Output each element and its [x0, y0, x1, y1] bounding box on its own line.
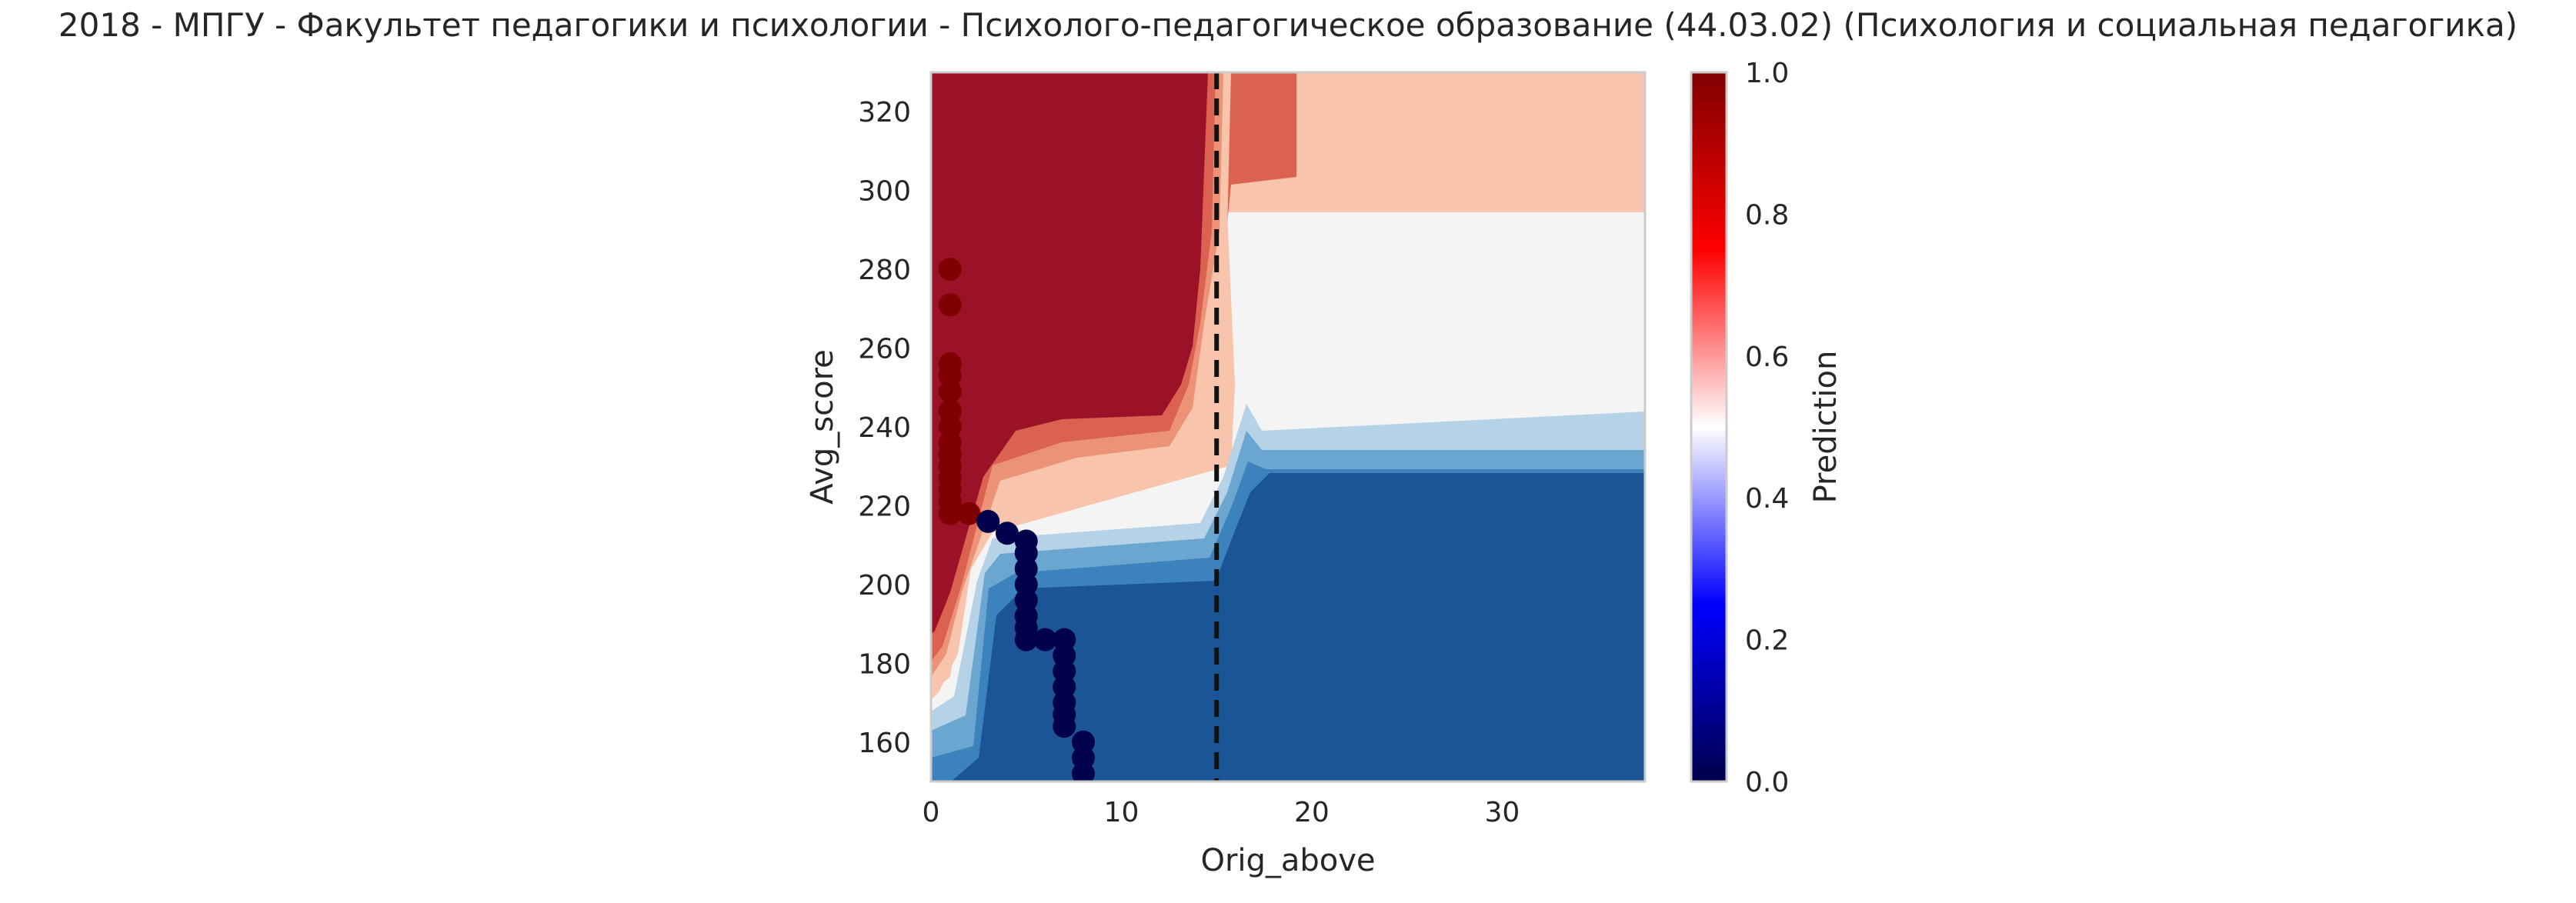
- chart-title: 2018 - МПГУ - Факультет педагогики и пси…: [58, 6, 2518, 44]
- scatter-point: [938, 379, 962, 403]
- y-tick-label: 320: [858, 97, 911, 128]
- colorbar-ticks: 0.0 0.2 0.4 0.6 0.8 1.0: [1745, 58, 1789, 798]
- scatter-point: [1071, 761, 1095, 781]
- colorbar-tick-label: 0.6: [1745, 342, 1789, 373]
- scatter-point: [938, 501, 962, 525]
- y-tick-label: 160: [858, 728, 911, 759]
- y-tick-label: 180: [858, 648, 911, 680]
- y-tick-label: 240: [858, 412, 911, 444]
- x-tick-label: 0: [923, 797, 940, 828]
- scatter-point: [1033, 628, 1057, 651]
- contour-region-darkorange-upper: [1227, 72, 1296, 223]
- scatter-point: [1014, 628, 1038, 651]
- contour-region-darkblue: [951, 473, 1645, 781]
- scatter-point: [1053, 715, 1076, 738]
- y-tick-label: 200: [858, 570, 911, 601]
- plot-frame: [929, 71, 1647, 783]
- scatter-point: [957, 501, 981, 525]
- colorbar-tick-label: 0.4: [1745, 483, 1789, 515]
- scatter-point: [938, 258, 962, 282]
- y-tick-label: 260: [858, 334, 911, 365]
- x-tick-label: 30: [1484, 797, 1520, 828]
- colorbar-tick-label: 1.0: [1745, 58, 1789, 89]
- colorbar-tick-label: 0.8: [1745, 199, 1789, 231]
- y-tick-label: 280: [858, 255, 911, 286]
- scatter-layer: [938, 258, 1095, 781]
- x-axis-ticks: 0 10 20 30: [923, 797, 1520, 828]
- scatter-point: [995, 521, 1019, 545]
- colorbar-tick-label: 0.0: [1745, 767, 1789, 798]
- colorbar-tick-label: 0.2: [1745, 625, 1789, 657]
- colorbar: [1690, 71, 1728, 783]
- y-axis-ticks: 160 180 200 220 240 260 280 300 320: [858, 97, 911, 759]
- contour-region-darkred: [931, 72, 1208, 635]
- y-axis-label: Avg_score: [805, 349, 840, 505]
- scatter-point: [976, 509, 1000, 533]
- x-tick-label: 10: [1104, 797, 1140, 828]
- colorbar-label: Prediction: [1808, 351, 1844, 504]
- y-tick-label: 300: [858, 176, 911, 208]
- scatter-point: [938, 293, 962, 317]
- x-axis-label: Orig_above: [1200, 843, 1375, 878]
- y-tick-label: 220: [858, 491, 911, 522]
- x-tick-label: 20: [1294, 797, 1330, 828]
